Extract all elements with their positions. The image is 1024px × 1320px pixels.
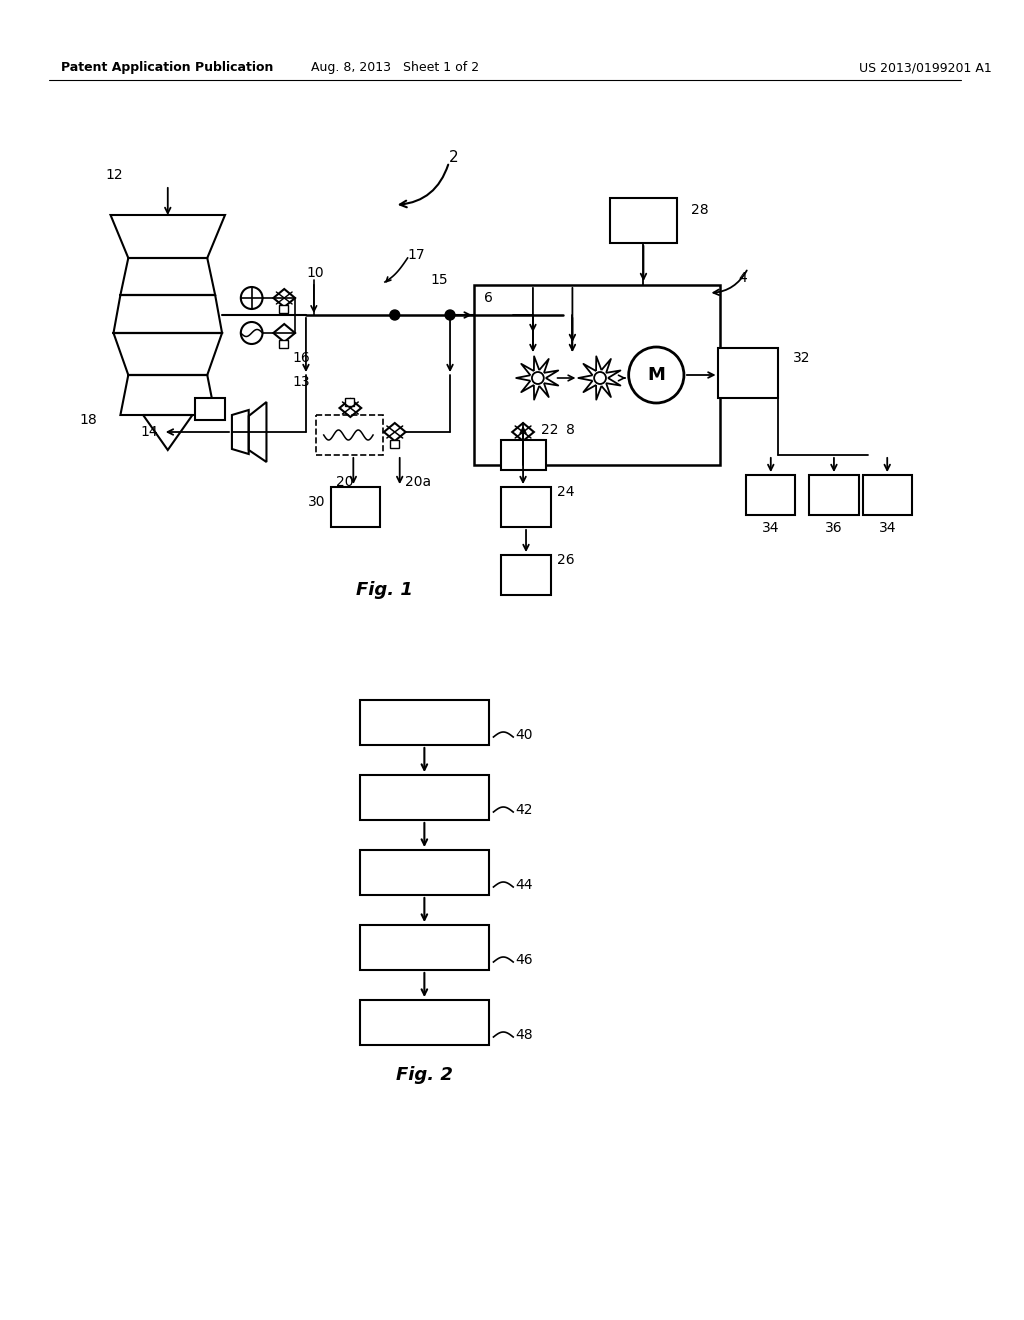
Text: 30: 30 (308, 495, 326, 510)
Bar (360, 1001, 488, 1045)
Text: 4: 4 (738, 271, 746, 285)
Text: 8: 8 (566, 422, 575, 437)
Text: 34: 34 (762, 521, 779, 535)
Bar (345, 399, 354, 407)
Text: 42: 42 (515, 803, 532, 817)
Bar (610, 198, 677, 243)
Text: 28: 28 (691, 203, 709, 216)
Text: 44: 44 (515, 878, 532, 892)
Bar (474, 285, 721, 465)
Text: 6: 6 (483, 290, 493, 305)
Bar (280, 305, 288, 313)
Text: 34: 34 (879, 521, 896, 535)
Text: 26: 26 (557, 553, 574, 568)
Text: 2: 2 (450, 150, 459, 165)
Text: US 2013/0199201 A1: US 2013/0199201 A1 (858, 62, 991, 74)
Text: 13: 13 (292, 375, 309, 389)
Bar (502, 440, 546, 470)
Bar (331, 487, 380, 527)
Bar (360, 925, 488, 970)
Text: M: M (647, 366, 666, 384)
Bar (719, 348, 777, 399)
Text: 17: 17 (408, 248, 425, 261)
Bar (502, 554, 551, 595)
Text: 20: 20 (336, 475, 353, 488)
Text: 10: 10 (306, 267, 324, 280)
Text: 32: 32 (793, 351, 810, 366)
Bar (196, 399, 225, 420)
Text: 16: 16 (292, 351, 310, 366)
Bar (390, 440, 398, 447)
Bar (360, 850, 488, 895)
Text: Fig. 1: Fig. 1 (356, 581, 414, 599)
Text: 48: 48 (515, 1028, 532, 1041)
Bar (360, 700, 488, 744)
Text: 15: 15 (430, 273, 447, 286)
Bar (862, 475, 912, 515)
Text: 36: 36 (825, 521, 843, 535)
Circle shape (390, 310, 399, 319)
Circle shape (445, 310, 455, 319)
Text: Fig. 2: Fig. 2 (396, 1067, 453, 1084)
Text: Aug. 8, 2013   Sheet 1 of 2: Aug. 8, 2013 Sheet 1 of 2 (310, 62, 479, 74)
Text: 22: 22 (541, 422, 558, 437)
Bar (280, 341, 288, 348)
Text: 40: 40 (515, 729, 532, 742)
Text: 24: 24 (557, 484, 574, 499)
Bar (746, 475, 796, 515)
Text: 18: 18 (79, 413, 96, 426)
Text: 46: 46 (515, 953, 532, 968)
Bar (315, 414, 383, 455)
Bar (502, 487, 551, 527)
Bar (360, 775, 488, 820)
Text: 14: 14 (140, 425, 158, 440)
Text: 12: 12 (105, 168, 123, 182)
Text: 20a: 20a (404, 475, 431, 488)
Bar (809, 475, 858, 515)
Text: Patent Application Publication: Patent Application Publication (61, 62, 273, 74)
